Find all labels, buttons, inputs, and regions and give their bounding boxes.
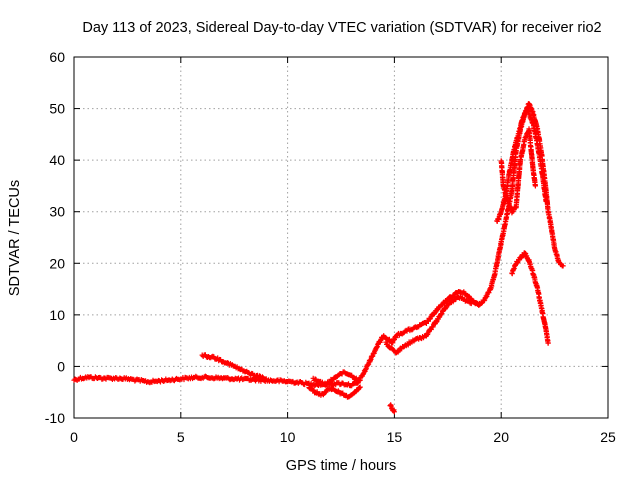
data-point: [543, 198, 549, 204]
y-tick-label: 10: [49, 307, 65, 323]
data-point: [545, 340, 551, 346]
y-tick-label: 60: [49, 49, 65, 65]
data-point: [532, 183, 538, 189]
y-tick-label: -10: [45, 410, 65, 426]
chart-title: Day 113 of 2023, Sidereal Day-to-day VTE…: [82, 20, 601, 36]
y-axis-label: SDTVAR / TECUs: [7, 180, 23, 296]
series-outlier: [387, 402, 397, 415]
data-point: [391, 409, 397, 415]
y-tick-label: 20: [49, 255, 65, 271]
data-point: [435, 307, 441, 313]
data-point: [357, 384, 363, 390]
x-tick-label: 10: [280, 429, 296, 445]
plot-frame: [73, 56, 609, 419]
data-point: [560, 263, 566, 269]
data-point: [263, 376, 269, 382]
series-step-branch: [383, 293, 483, 356]
data-point: [355, 377, 361, 383]
y-tick-label: 30: [49, 204, 65, 220]
series-main-track: [71, 101, 566, 389]
series-early-bump: [199, 352, 269, 382]
series-lower-band: [494, 106, 549, 224]
x-axis-label: GPS time / hours: [286, 458, 396, 474]
data-points: [71, 101, 566, 415]
series-bottom-branch: [306, 384, 363, 400]
data-point: [477, 301, 483, 308]
x-tick-label: 15: [387, 429, 403, 445]
x-tick-label: 25: [600, 429, 616, 445]
series-upper-band: [498, 126, 538, 216]
y-tick-label: 40: [49, 152, 65, 168]
x-tick-label: 5: [177, 429, 185, 445]
x-tick-label: 20: [493, 429, 509, 445]
series-dip-branch: [310, 369, 361, 388]
y-tick-label: 0: [57, 358, 65, 374]
y-tick-label: 50: [49, 101, 65, 117]
axis-ticks: [73, 56, 609, 419]
series-descending-arc: [509, 250, 551, 346]
tick-labels: 0 5 10 15 20 25 -10 0 10 20 30 40 50 60: [45, 49, 616, 445]
x-tick-label: 0: [70, 429, 78, 445]
data-point: [476, 302, 482, 308]
